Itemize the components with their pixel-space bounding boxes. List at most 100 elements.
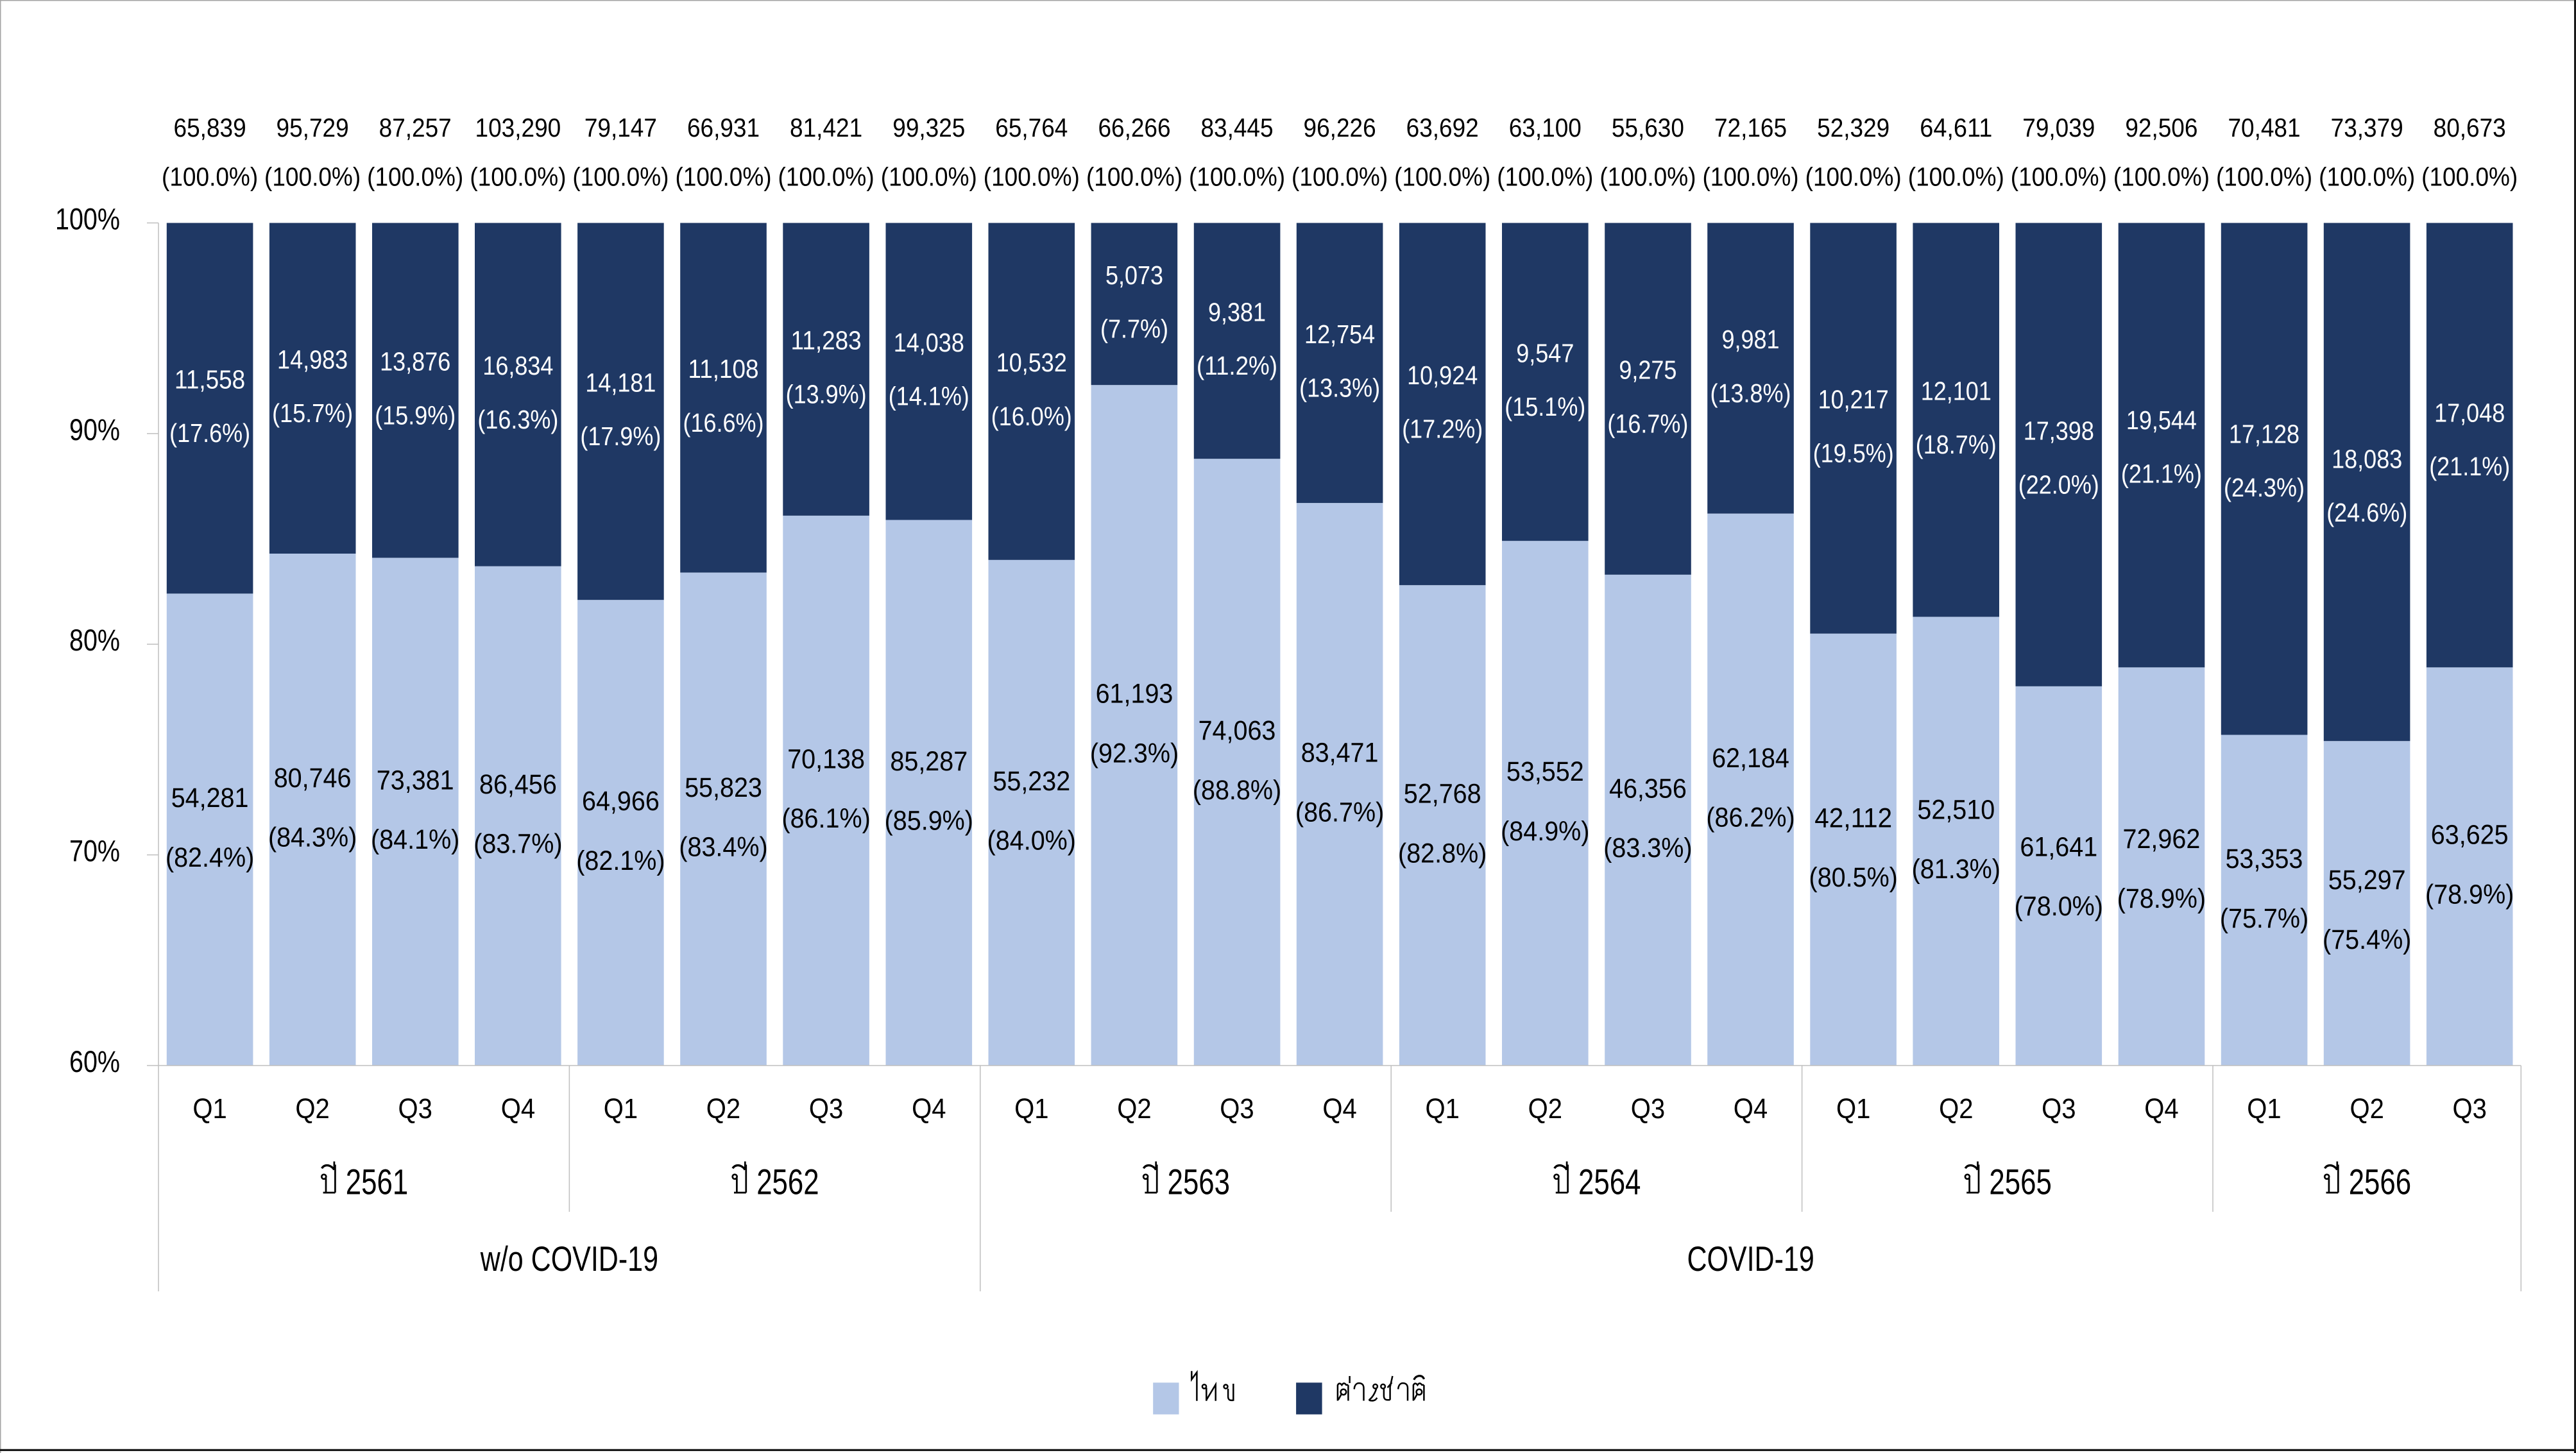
svg-text:73,379: 73,379 <box>2331 113 2403 142</box>
svg-text:Q3: Q3 <box>1631 1093 1665 1125</box>
svg-text:83,445: 83,445 <box>1200 113 1273 142</box>
svg-text:Q2: Q2 <box>1939 1093 1973 1125</box>
svg-text:66,931: 66,931 <box>687 113 760 142</box>
svg-text:(84.9%): (84.9%) <box>1501 816 1589 847</box>
svg-text:9,275: 9,275 <box>1619 355 1676 385</box>
svg-text:Q3: Q3 <box>2042 1093 2076 1125</box>
svg-text:(17.9%): (17.9%) <box>580 421 661 451</box>
svg-text:80,746: 80,746 <box>274 763 352 794</box>
svg-text:(92.3%): (92.3%) <box>1090 738 1179 769</box>
svg-text:87,257: 87,257 <box>379 113 452 142</box>
svg-text:72,165: 72,165 <box>1714 113 1787 142</box>
svg-text:(84.1%): (84.1%) <box>371 824 459 855</box>
svg-text:(75.4%): (75.4%) <box>2323 924 2411 955</box>
svg-text:(100.0%): (100.0%) <box>2421 162 2518 192</box>
svg-text:(16.0%): (16.0%) <box>991 402 1072 431</box>
svg-text:(86.7%): (86.7%) <box>1295 797 1384 828</box>
svg-text:70%: 70% <box>69 834 120 868</box>
svg-text:(13.3%): (13.3%) <box>1299 373 1380 403</box>
svg-text:80,673: 80,673 <box>2434 113 2506 142</box>
svg-text:(82.8%): (82.8%) <box>1398 838 1487 869</box>
svg-text:(21.1%): (21.1%) <box>2429 452 2510 481</box>
svg-text:(15.9%): (15.9%) <box>375 400 456 430</box>
svg-text:(88.8%): (88.8%) <box>1193 775 1281 806</box>
svg-text:(14.1%): (14.1%) <box>889 382 969 411</box>
svg-text:64,611: 64,611 <box>1920 113 1992 142</box>
svg-text:63,692: 63,692 <box>1406 113 1479 142</box>
svg-text:11,108: 11,108 <box>688 354 758 384</box>
svg-text:11,283: 11,283 <box>791 326 862 355</box>
svg-text:Q2: Q2 <box>1528 1093 1562 1125</box>
svg-text:Q1: Q1 <box>2247 1093 2281 1125</box>
svg-text:(13.9%): (13.9%) <box>786 379 867 409</box>
svg-text:13,876: 13,876 <box>380 347 450 377</box>
svg-text:(7.7%): (7.7%) <box>1100 314 1168 344</box>
svg-text:18,083: 18,083 <box>2332 444 2402 473</box>
svg-text:(83.4%): (83.4%) <box>679 832 767 863</box>
svg-text:Q2: Q2 <box>295 1093 329 1125</box>
svg-text:(19.5%): (19.5%) <box>1813 438 1894 468</box>
svg-text:66,266: 66,266 <box>1098 113 1170 142</box>
svg-text:(82.1%): (82.1%) <box>576 845 665 876</box>
svg-text:Q3: Q3 <box>1220 1093 1254 1125</box>
svg-text:2566: 2566 <box>2349 1162 2411 1202</box>
svg-text:(15.1%): (15.1%) <box>1505 392 1585 421</box>
svg-text:(100.0%): (100.0%) <box>1702 162 1798 192</box>
svg-text:19,544: 19,544 <box>2126 405 2197 435</box>
svg-text:Q3: Q3 <box>809 1093 843 1125</box>
svg-text:(100.0%): (100.0%) <box>1189 162 1285 192</box>
svg-text:(100.0%): (100.0%) <box>572 162 669 192</box>
svg-text:(81.3%): (81.3%) <box>1912 854 2000 885</box>
svg-text:86,456: 86,456 <box>479 769 557 800</box>
svg-text:12,754: 12,754 <box>1304 319 1375 349</box>
svg-text:w/o COVID-19: w/o COVID-19 <box>480 1239 658 1279</box>
svg-text:Q3: Q3 <box>2453 1093 2487 1125</box>
svg-text:(16.3%): (16.3%) <box>477 405 558 434</box>
svg-text:Q2: Q2 <box>2350 1093 2384 1125</box>
svg-text:14,983: 14,983 <box>277 344 348 374</box>
svg-text:Q1: Q1 <box>604 1093 638 1125</box>
svg-text:79,147: 79,147 <box>584 113 657 142</box>
svg-text:2564: 2564 <box>1578 1162 1641 1202</box>
svg-text:Q4: Q4 <box>1734 1093 1768 1125</box>
svg-text:Q1: Q1 <box>1836 1093 1870 1125</box>
svg-text:(100.0%): (100.0%) <box>984 162 1080 192</box>
svg-text:11,558: 11,558 <box>175 365 245 395</box>
svg-text:(78.0%): (78.0%) <box>2015 891 2103 922</box>
svg-text:61,641: 61,641 <box>2020 832 2097 863</box>
svg-text:62,184: 62,184 <box>1712 743 1789 774</box>
svg-text:10,532: 10,532 <box>996 348 1067 377</box>
svg-text:(75.7%): (75.7%) <box>2220 903 2308 934</box>
svg-text:70,138: 70,138 <box>787 744 865 775</box>
svg-text:12,101: 12,101 <box>1921 377 1992 406</box>
svg-text:53,353: 53,353 <box>2226 844 2303 874</box>
svg-text:(100.0%): (100.0%) <box>1497 162 1593 192</box>
svg-text:Q1: Q1 <box>1014 1093 1048 1125</box>
svg-text:(100.0%): (100.0%) <box>2216 162 2312 192</box>
svg-text:Q4: Q4 <box>2144 1093 2178 1125</box>
svg-text:(100.0%): (100.0%) <box>2319 162 2415 192</box>
svg-text:(78.9%): (78.9%) <box>2425 879 2514 910</box>
svg-text:(83.7%): (83.7%) <box>473 829 562 860</box>
svg-text:(100.0%): (100.0%) <box>2011 162 2107 192</box>
svg-text:(13.8%): (13.8%) <box>1710 378 1791 408</box>
svg-text:55,630: 55,630 <box>1612 113 1684 142</box>
svg-text:85,287: 85,287 <box>890 746 968 777</box>
svg-text:(78.9%): (78.9%) <box>2117 883 2206 914</box>
svg-text:10,924: 10,924 <box>1407 361 1478 390</box>
svg-text:52,768: 52,768 <box>1404 779 1481 810</box>
svg-text:(85.9%): (85.9%) <box>885 806 973 837</box>
svg-text:83,471: 83,471 <box>1301 738 1379 769</box>
svg-text:55,297: 55,297 <box>2328 865 2406 896</box>
svg-text:73,381: 73,381 <box>377 765 454 795</box>
svg-text:52,510: 52,510 <box>1917 794 1995 825</box>
svg-text:99,325: 99,325 <box>892 113 965 142</box>
svg-text:(84.3%): (84.3%) <box>268 822 357 853</box>
svg-text:(100.0%): (100.0%) <box>881 162 977 192</box>
svg-text:(100.0%): (100.0%) <box>1086 162 1182 192</box>
svg-text:2561: 2561 <box>346 1162 408 1202</box>
svg-text:42,112: 42,112 <box>1814 803 1892 833</box>
svg-text:54,281: 54,281 <box>171 783 249 813</box>
svg-text:55,823: 55,823 <box>685 772 762 803</box>
svg-text:Q4: Q4 <box>501 1093 535 1125</box>
